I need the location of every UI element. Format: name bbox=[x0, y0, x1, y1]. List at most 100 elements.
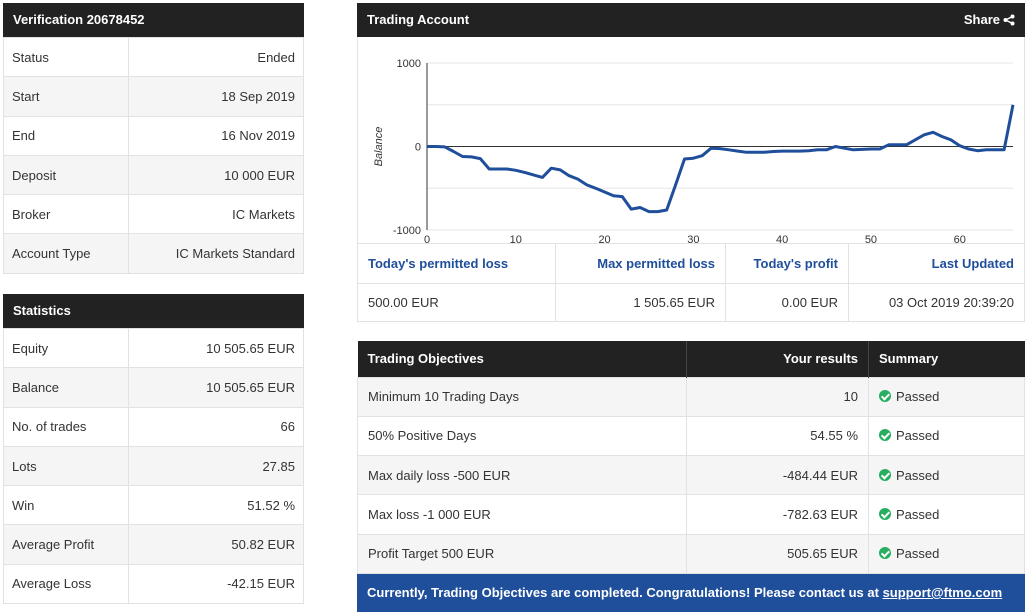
status-text: Passed bbox=[896, 507, 940, 523]
completion-banner: Currently, Trading Objectives are comple… bbox=[357, 573, 1025, 612]
todays-permitted-loss-value: 500.00 EUR bbox=[357, 283, 556, 322]
max-permitted-loss-value: 1 505.65 EUR bbox=[555, 283, 726, 322]
row-label: Broker bbox=[3, 194, 129, 235]
table-row: Average Profit 50.82 EUR bbox=[3, 524, 304, 565]
objectives-header-row: Trading Objectives Your results Summary bbox=[357, 341, 1025, 377]
objective-label: Minimum 10 Trading Days bbox=[357, 376, 687, 417]
status-text: Passed bbox=[896, 546, 940, 562]
table-row: 50% Positive Days 54.55 % Passed bbox=[357, 415, 1025, 457]
y-tick-label: 1000 bbox=[397, 58, 421, 70]
x-tick-label: 60 bbox=[954, 234, 966, 243]
check-circle-icon bbox=[879, 429, 891, 442]
share-label: Share bbox=[963, 12, 1000, 27]
objective-label: Profit Target 500 EUR bbox=[357, 533, 687, 574]
table-row: Broker IC Markets bbox=[3, 194, 304, 235]
check-circle-icon bbox=[879, 547, 891, 560]
y-axis-label: Balance bbox=[373, 127, 385, 167]
y-tick-label: 0 bbox=[415, 142, 421, 154]
account-summary-table: Today's permitted loss Max permitted los… bbox=[357, 243, 1025, 322]
statistics-panel: Statistics Equity 10 505.65 EUR Balance 10… bbox=[3, 294, 304, 605]
row-label: Lots bbox=[3, 445, 129, 487]
row-value: 16 Nov 2019 bbox=[128, 115, 304, 156]
table-row: Lots 27.85 bbox=[3, 445, 304, 487]
summary-header-row: Today's permitted loss Max permitted los… bbox=[357, 243, 1025, 284]
trading-objectives-table: Trading Objectives Your results Summary … bbox=[357, 341, 1025, 574]
objective-result: 54.55 % bbox=[686, 415, 869, 457]
row-value: 10 505.65 EUR bbox=[128, 327, 304, 369]
table-row: Balance 10 505.65 EUR bbox=[3, 367, 304, 408]
row-value: 10 000 EUR bbox=[128, 154, 304, 196]
row-label: Account Type bbox=[3, 233, 129, 274]
objective-status: Passed bbox=[868, 415, 1025, 457]
row-label: Start bbox=[3, 76, 129, 117]
x-tick-label: 30 bbox=[687, 234, 699, 243]
table-row: Max loss -1 000 EUR -782.63 EUR Passed bbox=[357, 494, 1025, 535]
header-last-updated: Last Updated bbox=[848, 243, 1025, 284]
verification-panel: Verification 20678452 Status Ended Start 1… bbox=[3, 3, 304, 274]
verification-title: Verification 20678452 bbox=[3, 3, 304, 37]
row-label: End bbox=[3, 115, 129, 156]
table-row: Start 18 Sep 2019 bbox=[3, 76, 304, 117]
objective-result: -484.44 EUR bbox=[686, 455, 869, 496]
trading-account-title: Trading Account bbox=[367, 12, 470, 27]
balance-series-line bbox=[427, 104, 1015, 214]
table-row: Profit Target 500 EUR 505.65 EUR Passed bbox=[357, 533, 1025, 574]
statistics-table: Equity 10 505.65 EUR Balance 10 505.65 EUR… bbox=[3, 327, 304, 605]
x-tick-label: 20 bbox=[598, 234, 610, 243]
row-value: 66 bbox=[128, 406, 304, 447]
table-row: End 16 Nov 2019 bbox=[3, 115, 304, 156]
row-value: Ended bbox=[128, 36, 304, 78]
table-row: Minimum 10 Trading Days 10 Passed bbox=[357, 376, 1025, 417]
header-your-results: Your results bbox=[686, 341, 869, 377]
last-updated-value: 03 Oct 2019 20:39:20 bbox=[848, 283, 1025, 322]
share-button[interactable]: Share bbox=[964, 3, 1015, 37]
status-text: Passed bbox=[896, 467, 940, 483]
objective-result: 10 bbox=[686, 376, 869, 417]
header-todays-permitted-loss: Today's permitted loss bbox=[357, 243, 556, 284]
header-max-permitted-loss: Max permitted loss bbox=[555, 243, 726, 284]
summary-value-row: 500.00 EUR 1 505.65 EUR 0.00 EUR 03 Oct … bbox=[357, 283, 1025, 322]
header-summary: Summary bbox=[868, 341, 1025, 377]
table-row: Equity 10 505.65 EUR bbox=[3, 327, 304, 369]
objective-label: 50% Positive Days bbox=[357, 415, 687, 457]
row-value: 10 505.65 EUR bbox=[128, 367, 304, 408]
x-tick-label: 0 bbox=[424, 234, 430, 243]
todays-profit-value: 0.00 EUR bbox=[725, 283, 849, 322]
table-row: Max daily loss -500 EUR -484.44 EUR Pass… bbox=[357, 455, 1025, 496]
row-value: 27.85 bbox=[128, 445, 304, 487]
check-circle-icon bbox=[879, 468, 891, 481]
support-email-link[interactable]: support@ftmo.com bbox=[882, 584, 1003, 600]
objective-status: Passed bbox=[868, 494, 1025, 535]
row-value: IC Markets bbox=[128, 194, 304, 235]
banner-text: Currently, Trading Objectives are comple… bbox=[367, 584, 879, 600]
objective-status: Passed bbox=[868, 376, 1025, 417]
row-label: Balance bbox=[3, 367, 129, 408]
verification-table: Status Ended Start 18 Sep 2019 End 16 Nov 2… bbox=[3, 36, 304, 274]
check-circle-icon bbox=[879, 508, 891, 521]
table-row: Average Loss -42.15 EUR bbox=[3, 563, 304, 605]
row-value: -42.15 EUR bbox=[128, 563, 304, 605]
row-label: Win bbox=[3, 485, 129, 526]
objective-result: -782.63 EUR bbox=[686, 494, 869, 535]
objective-status: Passed bbox=[868, 533, 1025, 574]
table-row: Account Type IC Markets Standard bbox=[3, 233, 304, 274]
share-icon bbox=[1003, 14, 1015, 26]
row-label: Average Loss bbox=[3, 563, 129, 605]
row-value: 51.52 % bbox=[128, 485, 304, 526]
x-tick-label: 10 bbox=[510, 234, 522, 243]
row-label: Status bbox=[3, 36, 129, 78]
x-tick-label: 50 bbox=[865, 234, 877, 243]
row-label: Deposit bbox=[3, 154, 129, 196]
row-value: IC Markets Standard bbox=[128, 233, 304, 274]
trading-account-header: Trading Account Share bbox=[357, 3, 1025, 37]
row-label: No. of trades bbox=[3, 406, 129, 447]
table-row: No. of trades 66 bbox=[3, 406, 304, 447]
row-value: 18 Sep 2019 bbox=[128, 76, 304, 117]
x-tick-label: 40 bbox=[776, 234, 788, 243]
trading-objectives-panel: Trading Objectives Your results Summary … bbox=[357, 341, 1025, 612]
header-trading-objectives: Trading Objectives bbox=[357, 341, 687, 377]
trading-account-panel: Trading Account Share 1000 0 -1000 0 10 20 30 4… bbox=[357, 3, 1025, 322]
table-row: Deposit 10 000 EUR bbox=[3, 154, 304, 196]
objective-status: Passed bbox=[868, 455, 1025, 496]
